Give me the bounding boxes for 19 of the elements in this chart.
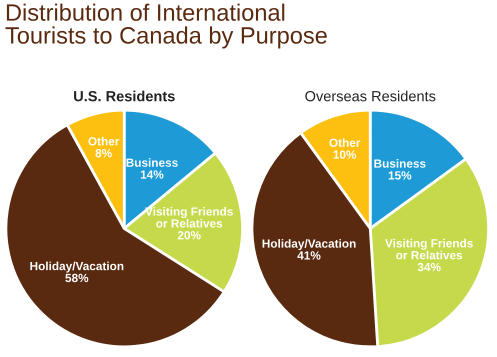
text: Distribution of International Tourists to Canada by Purpose (6, 4, 327, 48)
data-label: 34% (418, 262, 441, 272)
slice-label: Visiting Friends or Relatives (385, 238, 473, 260)
data-label: 8% (95, 148, 112, 158)
data-label: 10% (334, 150, 356, 159)
slice-label: Business (126, 158, 178, 167)
slice-label: Visiting Friends or Relatives (145, 207, 233, 228)
slice-label: Holiday/Vacation (262, 239, 356, 250)
data-label: 14% (140, 170, 164, 179)
chart-title: Overseas Residents (305, 90, 436, 102)
slice-label: Other (88, 136, 120, 146)
slice-label: Holiday/Vacation (30, 262, 124, 273)
slice-label: Business (374, 159, 426, 168)
data-label: 41% (297, 251, 321, 260)
data-label: 15% (388, 171, 412, 180)
chart-title: U.S. Residents (74, 90, 175, 102)
data-label: 20% (178, 231, 201, 240)
data-label: 58% (65, 274, 88, 282)
slice-label: Other (329, 138, 360, 147)
